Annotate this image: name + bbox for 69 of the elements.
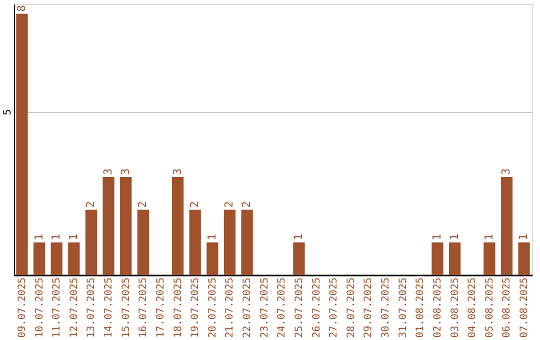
data-label: 2 (188, 201, 202, 208)
x-tick-label: 17.07.2025 (155, 278, 166, 338)
x-tick-label: 14.07.2025 (104, 278, 115, 338)
x-tick-label: 05.08.2025 (484, 278, 496, 338)
bar (224, 210, 236, 275)
data-label: 1 (66, 234, 80, 240)
data-label: 1 (205, 234, 218, 240)
x-tick-label: 04.08.2025 (467, 278, 478, 338)
bar (120, 177, 132, 275)
x-tick-label: 09.07.2025 (16, 278, 28, 338)
x-tick-label: 30.07.2025 (380, 278, 392, 338)
data-label: 2 (136, 201, 150, 208)
data-label: 1 (448, 234, 461, 240)
x-tick-label: 25.07.2025 (294, 278, 305, 338)
data-label: 1 (292, 234, 305, 240)
data-label: 1 (32, 234, 46, 240)
bar (172, 177, 184, 275)
x-tick-label: 12.07.2025 (68, 278, 80, 338)
x-tick-label: 22.07.2025 (242, 278, 254, 338)
x-tick-label: 27.07.2025 (328, 278, 340, 338)
x-tick-label: 03.08.2025 (450, 278, 461, 338)
bar (137, 210, 149, 275)
x-tick-label: 16.07.2025 (138, 278, 150, 338)
bar (293, 242, 305, 275)
bar (189, 210, 201, 275)
bar (85, 210, 98, 275)
x-tick-label: 21.07.2025 (224, 278, 236, 338)
data-label: 1 (482, 234, 496, 240)
bar (50, 242, 62, 275)
x-tick-label: 28.07.2025 (346, 278, 357, 338)
x-tick-label: 31.07.2025 (398, 278, 409, 338)
bar (518, 242, 530, 275)
x-tick-label: 13.07.2025 (86, 278, 98, 338)
data-label: 3 (118, 168, 132, 176)
data-label: 1 (517, 234, 530, 240)
data-label: 3 (102, 168, 115, 176)
x-tick-label: 10.07.2025 (34, 278, 46, 338)
x-tick-label: 20.07.2025 (207, 278, 218, 338)
x-tick-label: 29.07.2025 (363, 278, 374, 338)
data-label: 3 (500, 168, 513, 176)
data-label: 2 (240, 201, 254, 208)
x-tick-label: 26.07.2025 (311, 278, 322, 338)
x-tick-label: 24.07.2025 (276, 278, 288, 338)
bar (206, 242, 218, 275)
x-tick-label: 18.07.2025 (172, 278, 184, 338)
data-label: 2 (84, 201, 98, 208)
y-tick-label: 5 (2, 109, 14, 116)
x-tick-label: 06.08.2025 (502, 278, 513, 338)
x-tick-label: 01.08.2025 (415, 278, 426, 338)
bar (432, 242, 444, 275)
x-tick-label: 15.07.2025 (120, 278, 132, 338)
data-label: 1 (50, 234, 63, 240)
data-label: 8 (14, 5, 28, 12)
x-tick-label: 23.07.2025 (259, 278, 270, 338)
x-tick-label: 02.08.2025 (432, 278, 444, 338)
bar (500, 177, 513, 275)
data-label: 3 (170, 168, 184, 176)
x-tick-label: 19.07.2025 (190, 278, 202, 338)
bar (241, 210, 253, 275)
bar (68, 242, 80, 275)
x-tick-label: 11.07.2025 (52, 278, 63, 338)
bar (102, 177, 114, 275)
bar (16, 14, 28, 275)
bar (448, 242, 461, 275)
bar (484, 242, 496, 275)
data-label: 1 (430, 234, 444, 240)
x-tick-label: 07.08.2025 (519, 278, 530, 338)
data-label: 2 (222, 201, 236, 208)
bar (33, 242, 46, 275)
